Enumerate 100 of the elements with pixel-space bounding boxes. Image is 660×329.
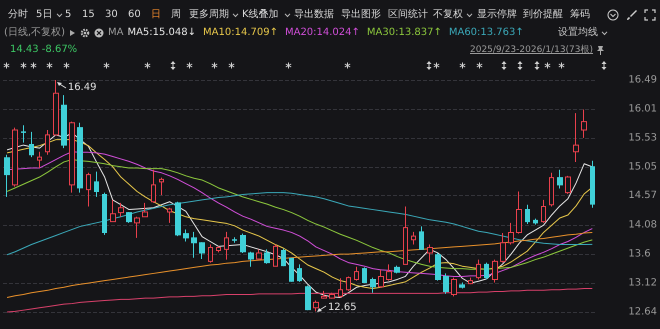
candlestick — [459, 282, 465, 289]
candlestick — [549, 172, 554, 208]
candlestick — [110, 199, 116, 222]
y-tick-label: 13.12 — [628, 278, 658, 289]
candlestick — [134, 216, 140, 238]
candlestick — [281, 248, 286, 267]
candlestick — [175, 201, 181, 237]
candlestick — [500, 232, 506, 264]
candlestick — [411, 231, 416, 246]
candlestick — [590, 160, 595, 208]
candlestick — [541, 199, 546, 224]
text: 60 — [128, 9, 141, 21]
line-series — [6, 192, 593, 256]
candlestick — [468, 277, 473, 285]
text: MA — [108, 27, 124, 39]
candlestick — [167, 207, 172, 224]
candlestick — [516, 190, 522, 234]
text: 15 — [82, 9, 95, 21]
candlestick — [151, 169, 156, 204]
candlestick — [321, 290, 327, 300]
line-series — [6, 232, 593, 298]
candlestick — [102, 192, 107, 236]
text: 设置均线 — [558, 27, 598, 39]
line-series — [6, 288, 593, 312]
text: 显示停牌 — [477, 9, 517, 21]
candlestick — [240, 233, 246, 254]
candlestick — [557, 169, 563, 189]
candlestick — [199, 242, 205, 260]
candlestick — [53, 80, 59, 136]
candlestick — [435, 252, 441, 282]
y-tick-label: 15.05 — [628, 161, 658, 172]
candlestick — [525, 204, 530, 225]
candlestick — [256, 248, 262, 260]
candlestick — [492, 259, 498, 283]
text: MA10:14.709↑ — [203, 27, 278, 39]
candlestick — [37, 151, 42, 168]
candlestick — [183, 228, 189, 242]
candlestick — [224, 231, 229, 260]
candlestick — [508, 222, 514, 246]
text: 筹码 — [570, 9, 590, 21]
text: (日线,不复权) — [4, 27, 65, 39]
text: 14.43 -8.67% — [10, 44, 78, 56]
annotation: 16.49 — [68, 82, 96, 94]
candlestick — [273, 244, 278, 268]
candlestick — [232, 236, 237, 244]
candlestick — [29, 131, 34, 158]
candlestick — [248, 251, 254, 268]
candlestick — [581, 109, 587, 138]
text: 导出数据 — [294, 9, 334, 21]
y-tick-label: 12.64 — [628, 306, 658, 318]
candlestick — [394, 265, 400, 274]
candlestick — [216, 246, 221, 253]
candlestick — [338, 278, 343, 298]
candlestick — [61, 94, 67, 149]
candlestick — [126, 211, 132, 224]
y-tick-label: 16.49 — [628, 74, 658, 86]
candlestick — [191, 231, 197, 258]
text: K线叠加 — [242, 9, 279, 21]
candlestick — [118, 202, 124, 218]
candlestick — [451, 277, 457, 297]
y-tick-label: 16.01 — [628, 103, 658, 114]
annotation: 12.65 — [328, 302, 357, 314]
text: 到价提醒 — [523, 9, 563, 21]
candlestick — [297, 264, 302, 282]
candlestick — [264, 248, 270, 264]
candlestick — [313, 300, 319, 312]
candlestick — [370, 277, 376, 294]
candlestick — [45, 130, 50, 156]
candlestick — [305, 284, 311, 311]
candlestick — [386, 264, 392, 282]
text: MA5:15.048↓ — [127, 27, 196, 39]
candlestick — [289, 257, 294, 282]
text: 分时 — [8, 9, 28, 21]
candlestick — [362, 266, 367, 284]
candlestick — [354, 266, 359, 282]
candlestick — [484, 262, 489, 280]
text: MA30:13.837↑ — [366, 27, 442, 39]
text: 不复权 — [433, 9, 463, 21]
text: 更多周期 — [189, 9, 229, 21]
text: 2025/9/23-2026/1/13(73根) — [470, 44, 594, 56]
text: MA60:13.763↑ — [448, 27, 524, 39]
text: 导出图形 — [341, 9, 381, 21]
candlestick — [403, 206, 408, 265]
candlestick — [443, 272, 449, 294]
candlestick — [77, 122, 83, 194]
candlestick — [208, 244, 213, 264]
candlestick — [21, 124, 26, 144]
text: 周 — [171, 9, 181, 21]
candlestick — [573, 112, 579, 162]
candlestick — [427, 244, 433, 264]
candlestick — [329, 292, 335, 300]
candlestick — [94, 171, 99, 198]
candlestick — [419, 226, 424, 250]
text: 区间统计 — [388, 9, 428, 21]
candlestick — [476, 259, 481, 280]
candlestick — [69, 121, 75, 194]
y-tick-label: 14.08 — [628, 220, 658, 231]
candlestick — [142, 202, 148, 218]
text: 日 — [151, 9, 161, 21]
candlestick — [12, 127, 18, 188]
